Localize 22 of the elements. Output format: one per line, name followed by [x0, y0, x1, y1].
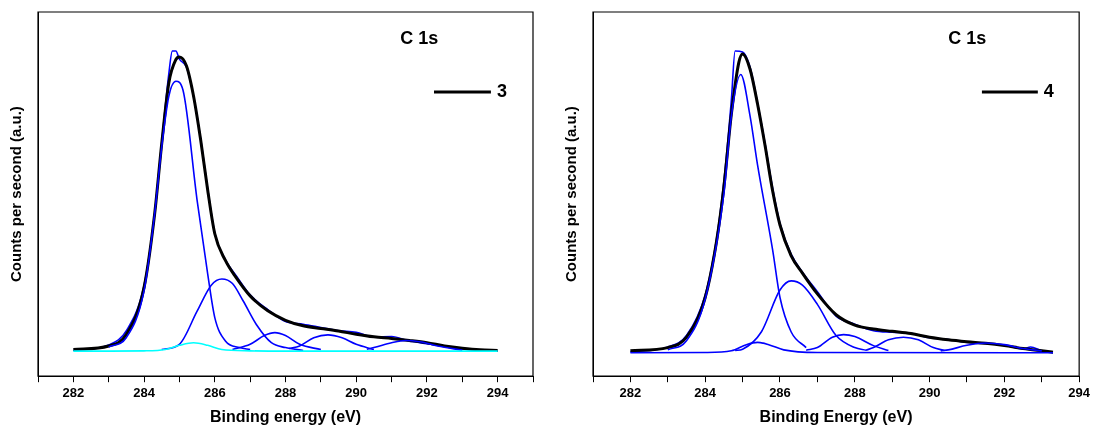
x-axis-title: Binding Energy (eV)	[759, 407, 913, 425]
x-tick-label: 282	[619, 384, 642, 400]
legend-label: 3	[496, 81, 507, 102]
x-tick-label: 290	[918, 384, 941, 400]
x-axis-title: Binding energy (eV)	[209, 407, 362, 425]
chart-title: C 1s	[400, 28, 439, 49]
x-tick-label: 282	[62, 384, 85, 400]
y-axis-title: Counts per second (a.u.)	[7, 106, 25, 283]
x-tick-label: 294	[486, 384, 510, 400]
x-tick-label: 284	[133, 384, 156, 400]
x-tick-label: 288	[843, 384, 866, 400]
x-tick-label: 286	[203, 384, 226, 400]
x-tick-label: 292	[416, 384, 438, 400]
x-tick-label: 294	[1068, 384, 1091, 400]
x-tick-label: 290	[345, 384, 368, 400]
chart-title: C 1s	[948, 28, 987, 49]
y-axis-title: Counts per second (a.u.)	[562, 106, 580, 283]
x-tick-label: 284	[694, 384, 717, 400]
x-tick-label: 288	[274, 384, 297, 400]
legend-label: 4	[1043, 81, 1054, 102]
x-tick-label: 292	[993, 384, 1016, 400]
x-tick-label: 286	[769, 384, 791, 400]
